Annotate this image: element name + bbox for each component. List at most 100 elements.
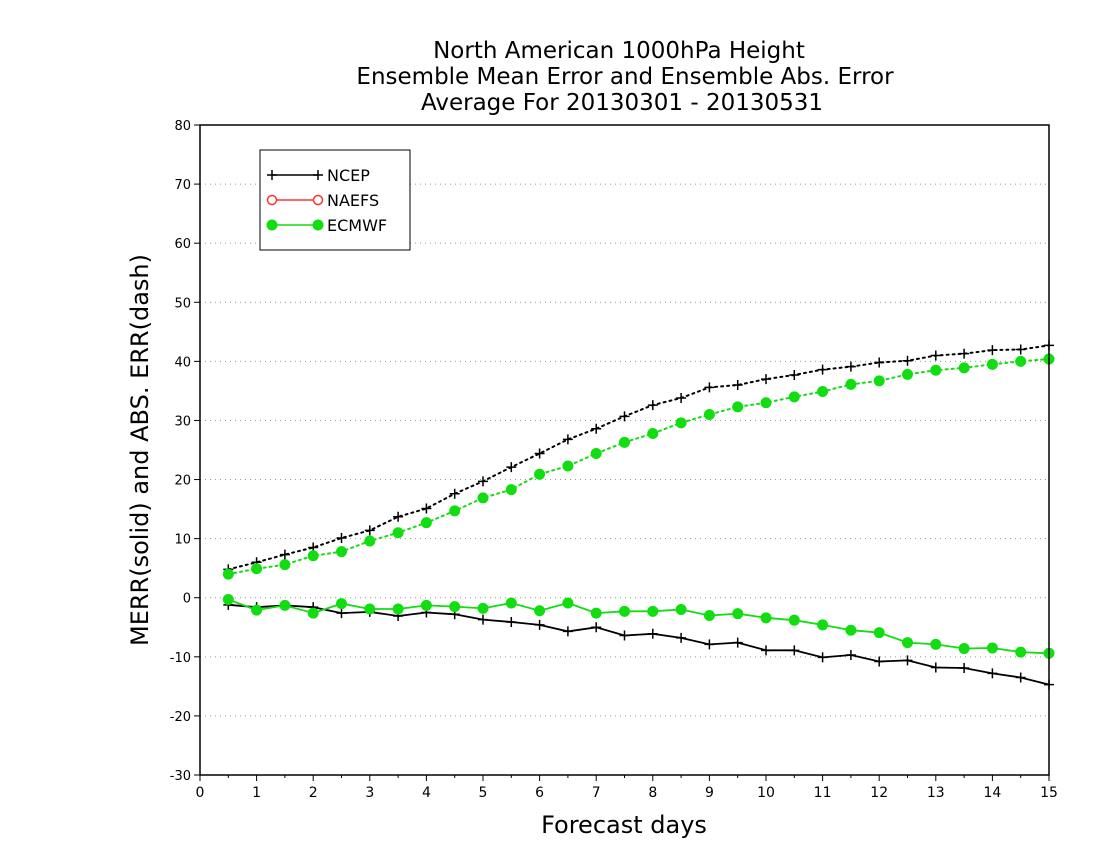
data-point-ecmwf-abs-err [562,460,574,472]
data-point-ncep-merr [1015,672,1026,683]
data-point-ncep-abs-err [761,374,771,385]
data-point-ncep-abs-err [874,357,885,368]
data-point-ncep-abs-err [279,549,290,560]
data-point-ncep-merr [478,614,488,625]
data-point-ncep-abs-err [845,361,856,372]
series-ncep-abs-err [223,340,1054,575]
data-point-ncep-abs-err [789,369,800,380]
series-line-ncep-abs-err [227,344,1050,571]
series-line-ecmwf-abs-err [227,358,1050,576]
data-point-ecmwf-merr [958,643,970,655]
y-tick-label: 20 [174,474,191,489]
y-tick-label: -30 [170,769,191,784]
data-point-ncep-merr [647,628,658,639]
x-tick-label: 6 [535,785,544,801]
data-point-ecmwf-merr [534,605,546,617]
data-point-ecmwf-merr [364,603,376,615]
data-point-ecmwf-merr [222,594,234,605]
series-line-ecmwf-merr [227,598,1050,655]
legend-marker-ncep [267,170,277,180]
data-point-ncep-merr [506,616,517,627]
data-point-ecmwf-abs-err [703,409,715,421]
series-ecmwf-merr [222,594,1055,659]
data-point-ecmwf-abs-err [902,368,913,380]
x-tick-label: 10 [757,785,775,801]
data-point-ncep-merr [534,619,545,630]
data-point-ecmwf-abs-err [958,362,970,374]
data-point-ncep-abs-err [506,462,517,473]
data-point-ncep-merr [959,663,970,674]
y-tick-label: 30 [174,414,191,429]
series-ncep-merr [223,599,1054,690]
data-point-ncep-merr [789,645,800,656]
plot-frame [199,124,1050,776]
data-point-ncep-abs-err [902,355,913,366]
x-tick-label: 13 [927,785,945,801]
data-point-ecmwf-abs-err [732,401,744,413]
legend-label-naefs: NAEFS [327,191,379,210]
data-point-ncep-abs-err [534,448,545,459]
legend-marker-ncep [313,170,323,180]
data-point-ecmwf-merr [788,614,800,626]
legend-marker-ecmwf [312,219,324,231]
x-tick-label: 7 [592,785,601,801]
data-point-ncep-merr [676,632,687,643]
data-point-ncep-merr [930,662,941,673]
data-point-ncep-merr [817,652,828,663]
data-point-ecmwf-abs-err [1015,355,1027,367]
x-axis-label: Forecast days [541,811,707,839]
data-point-ecmwf-abs-err [590,448,602,460]
x-tick-label: 4 [422,785,431,801]
data-point-ncep-merr [987,668,998,679]
data-point-ecmwf-abs-err [619,436,630,448]
series-line-ncep-merr [228,603,1050,686]
legend-marker-naefs [312,194,324,206]
data-point-ncep-abs-err [421,503,432,514]
x-tick-label: 8 [648,785,657,801]
data-point-ecmwf-abs-err [392,527,404,539]
data-point-ecmwf-merr [1015,646,1027,658]
x-tick-label: 15 [1040,785,1058,801]
data-point-ncep-abs-err [591,423,602,434]
y-tick-label: -20 [170,710,191,725]
data-point-ncep-abs-err [959,348,970,359]
data-point-ecmwf-abs-err [817,386,829,397]
data-point-ncep-abs-err [478,476,488,487]
data-point-ecmwf-abs-err [251,563,263,575]
data-point-ncep-abs-err [336,533,347,544]
legend: NCEP NAEFS ECMWF [259,149,411,251]
data-point-ncep-abs-err [647,400,658,411]
data-point-ecmwf-merr [647,605,659,617]
data-point-ecmwf-abs-err [477,492,489,504]
data-point-ncep-merr [591,622,602,633]
data-point-ecmwf-abs-err [534,468,546,480]
data-point-ecmwf-abs-err [279,559,291,571]
data-point-ncep-abs-err [562,434,573,445]
data-point-ncep-merr [732,637,743,648]
chart-title-line-2: Ensemble Mean Error and Ensemble Abs. Er… [356,64,894,90]
data-point-ecmwf-abs-err [647,427,659,439]
y-tick-label: 40 [174,355,191,370]
plot-area [222,340,1055,690]
y-tick-label: 70 [174,178,191,193]
data-point-ecmwf-merr [336,598,347,610]
data-point-ncep-merr [619,630,630,641]
y-tick-label: -10 [170,651,191,666]
data-point-ecmwf-merr [307,607,319,619]
data-point-ecmwf-merr [845,624,857,636]
chart-title-line-1: North American 1000hPa Height [433,38,805,64]
data-point-ecmwf-merr [817,619,829,631]
data-point-ecmwf-merr [477,602,489,614]
data-point-ncep-abs-err [1015,344,1026,355]
y-tick-label: 80 [174,119,191,134]
data-point-ecmwf-merr [562,597,574,609]
data-point-ecmwf-merr [279,599,291,611]
data-point-ecmwf-merr [619,605,630,617]
data-point-ecmwf-merr [902,637,913,649]
data-point-ecmwf-abs-err [760,397,772,409]
data-point-ncep-abs-err [449,488,460,499]
data-point-ecmwf-merr [251,604,263,616]
data-point-ncep-merr [336,608,347,619]
